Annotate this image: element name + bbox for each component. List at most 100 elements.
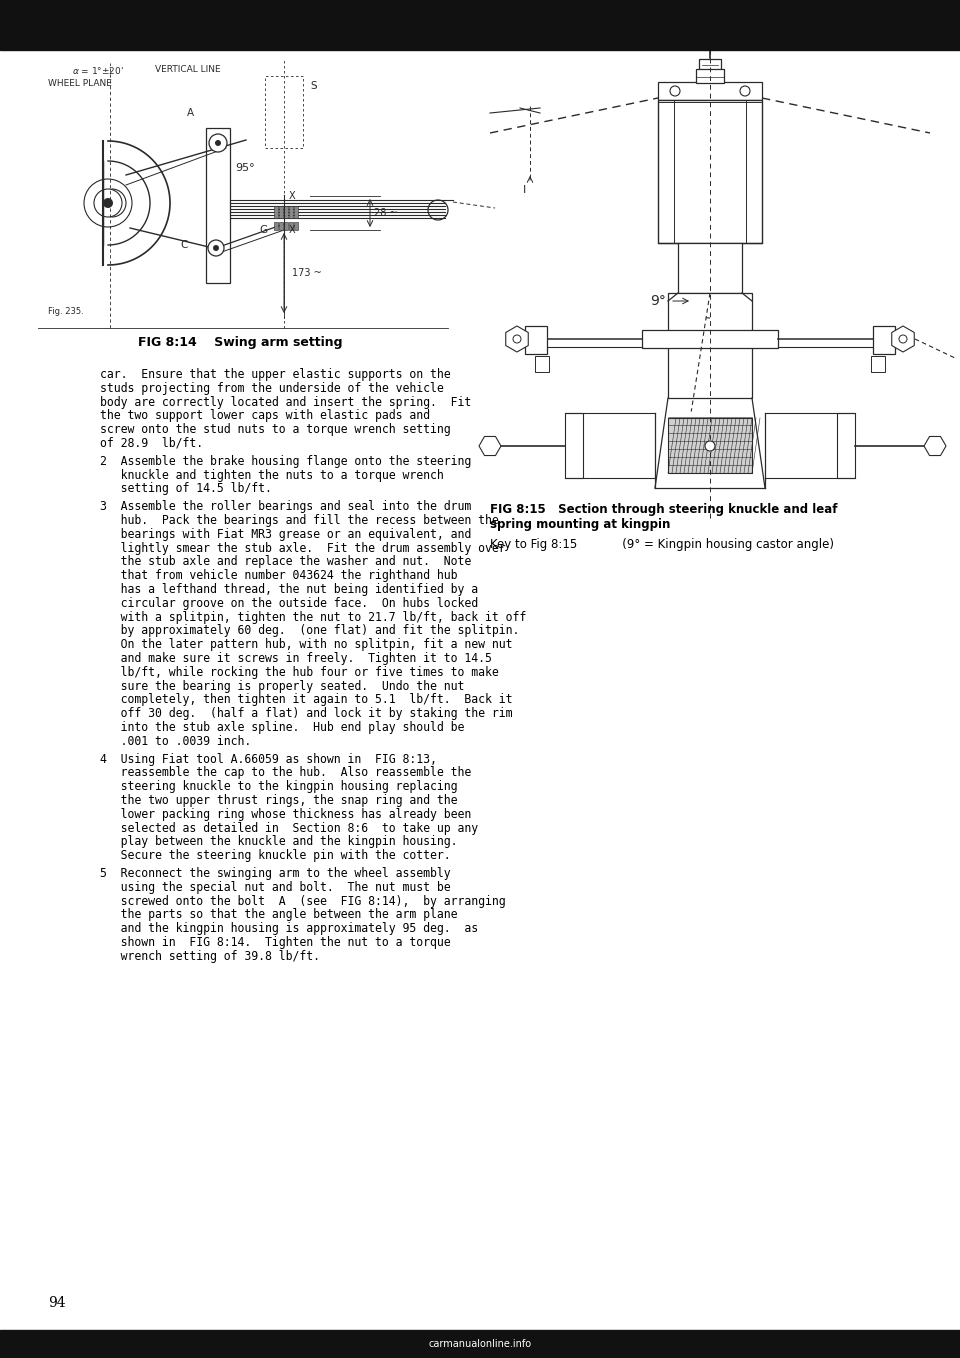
- Text: 4  Using Fiat tool A.66059 as shown in  FIG 8:13,: 4 Using Fiat tool A.66059 as shown in FI…: [100, 752, 437, 766]
- Text: bearings with Fiat MR3 grease or an equivalent, and: bearings with Fiat MR3 grease or an equi…: [100, 528, 471, 540]
- Text: screwed onto the bolt  A  (see  FIG 8:14),  by arranging: screwed onto the bolt A (see FIG 8:14), …: [100, 895, 506, 907]
- Text: X: X: [289, 191, 296, 201]
- Text: lightly smear the stub axle.  Fit the drum assembly over: lightly smear the stub axle. Fit the dru…: [100, 542, 506, 554]
- Bar: [294, 221, 298, 230]
- Bar: [668, 418, 752, 473]
- Text: VERTICAL LINE: VERTICAL LINE: [155, 65, 221, 75]
- Bar: [274, 221, 278, 230]
- Text: 94: 94: [48, 1296, 65, 1310]
- Text: of 28.9  lb/ft.: of 28.9 lb/ft.: [100, 437, 204, 449]
- Circle shape: [899, 335, 907, 344]
- Text: lower packing ring whose thickness has already been: lower packing ring whose thickness has a…: [100, 808, 471, 820]
- Text: sure the bearing is properly seated.  Undo the nut: sure the bearing is properly seated. Und…: [100, 679, 465, 693]
- Text: body are correctly located and insert the spring.  Fit: body are correctly located and insert th…: [100, 395, 471, 409]
- Text: spring mounting at kingpin: spring mounting at kingpin: [490, 517, 670, 531]
- Polygon shape: [479, 436, 501, 455]
- Bar: [289, 221, 293, 230]
- Bar: [642, 330, 778, 348]
- Text: X: X: [289, 225, 296, 235]
- Circle shape: [507, 329, 527, 349]
- Text: Fig. 235.: Fig. 235.: [48, 307, 84, 316]
- Circle shape: [705, 441, 715, 451]
- Polygon shape: [924, 436, 946, 455]
- Bar: [535, 356, 549, 372]
- Bar: [871, 356, 885, 372]
- Text: that from vehicle number 043624 the righthand hub: that from vehicle number 043624 the righ…: [100, 569, 458, 583]
- Bar: [274, 206, 278, 219]
- Text: studs projecting from the underside of the vehicle: studs projecting from the underside of t…: [100, 382, 444, 395]
- Text: and make sure it screws in freely.  Tighten it to 14.5: and make sure it screws in freely. Tight…: [100, 652, 492, 665]
- Circle shape: [740, 86, 750, 96]
- Text: S: S: [310, 81, 317, 91]
- Bar: [658, 81, 762, 100]
- Bar: [265, 76, 303, 148]
- Text: 173 ~: 173 ~: [292, 268, 322, 278]
- Text: and the kingpin housing is approximately 95 deg.  as: and the kingpin housing is approximately…: [100, 922, 478, 936]
- Bar: [289, 206, 293, 219]
- Text: by approximately 60 deg.  (one flat) and fit the splitpin.: by approximately 60 deg. (one flat) and …: [100, 625, 519, 637]
- Text: steering knuckle to the kingpin housing replacing: steering knuckle to the kingpin housing …: [100, 781, 458, 793]
- Bar: [873, 326, 895, 354]
- Circle shape: [893, 329, 913, 349]
- Circle shape: [927, 439, 943, 454]
- Bar: [0, 0, 960, 50]
- Circle shape: [209, 134, 227, 152]
- Text: circular groove on the outside face.  On hubs locked: circular groove on the outside face. On …: [100, 596, 478, 610]
- Text: completely, then tighten it again to 5.1  lb/ft.  Back it: completely, then tighten it again to 5.1…: [100, 694, 513, 706]
- Text: selected as detailed in  Section 8:6  to take up any: selected as detailed in Section 8:6 to t…: [100, 822, 478, 835]
- Text: setting of 14.5 lb/ft.: setting of 14.5 lb/ft.: [100, 482, 272, 496]
- Text: off 30 deg.  (half a flat) and lock it by staking the rim: off 30 deg. (half a flat) and lock it by…: [100, 708, 513, 720]
- Text: $\alpha$ = 1$\degree$±20': $\alpha$ = 1$\degree$±20': [72, 64, 124, 76]
- Text: shown in  FIG 8:14.  Tighten the nut to a torque: shown in FIG 8:14. Tighten the nut to a …: [100, 936, 450, 949]
- Text: 2  Assemble the brake housing flange onto the steering: 2 Assemble the brake housing flange onto…: [100, 455, 471, 467]
- Text: using the special nut and bolt.  The nut must be: using the special nut and bolt. The nut …: [100, 881, 450, 894]
- Text: C: C: [180, 240, 188, 250]
- Bar: [668, 293, 752, 398]
- Bar: [565, 413, 583, 478]
- Text: carmanualonline.info: carmanualonline.info: [428, 1339, 532, 1348]
- Text: into the stub axle spline.  Hub end play should be: into the stub axle spline. Hub end play …: [100, 721, 465, 735]
- Bar: [699, 58, 721, 71]
- Circle shape: [213, 244, 219, 251]
- Bar: [837, 413, 855, 478]
- Text: On the later pattern hub, with no splitpin, fit a new nut: On the later pattern hub, with no splitp…: [100, 638, 513, 652]
- Text: knuckle and tighten the nuts to a torque wrench: knuckle and tighten the nuts to a torque…: [100, 469, 444, 482]
- Text: car.  Ensure that the upper elastic supports on the: car. Ensure that the upper elastic suppo…: [100, 368, 450, 382]
- Circle shape: [670, 86, 680, 96]
- Bar: [284, 206, 288, 219]
- Text: screw onto the stud nuts to a torque wrench setting: screw onto the stud nuts to a torque wre…: [100, 424, 450, 436]
- Text: WHEEL PLANE: WHEEL PLANE: [48, 79, 112, 87]
- Polygon shape: [506, 326, 528, 352]
- Bar: [279, 221, 283, 230]
- Text: 3  Assemble the roller bearings and seal into the drum: 3 Assemble the roller bearings and seal …: [100, 500, 471, 513]
- Text: reassemble the cap to the hub.  Also reassemble the: reassemble the cap to the hub. Also reas…: [100, 766, 471, 779]
- Bar: [206, 128, 230, 282]
- Text: with a splitpin, tighten the nut to 21.7 lb/ft, back it off: with a splitpin, tighten the nut to 21.7…: [100, 611, 526, 623]
- Circle shape: [482, 439, 498, 454]
- Text: FIG 8:14    Swing arm setting: FIG 8:14 Swing arm setting: [137, 335, 343, 349]
- Circle shape: [215, 140, 221, 147]
- Circle shape: [208, 240, 224, 257]
- Text: Key to Fig 8:15            (9° = Kingpin housing castor angle): Key to Fig 8:15 (9° = Kingpin housing ca…: [490, 538, 834, 551]
- Circle shape: [103, 198, 113, 208]
- Bar: [696, 69, 724, 83]
- Circle shape: [513, 335, 521, 344]
- Text: I: I: [522, 185, 526, 196]
- Text: 5  Reconnect the swinging arm to the wheel assembly: 5 Reconnect the swinging arm to the whee…: [100, 866, 450, 880]
- Bar: [284, 221, 288, 230]
- Bar: [294, 206, 298, 219]
- Bar: [658, 100, 762, 243]
- Bar: [279, 206, 283, 219]
- Bar: [525, 326, 547, 354]
- Bar: [678, 243, 742, 293]
- Text: 9°: 9°: [650, 293, 666, 308]
- Text: the parts so that the angle between the arm plane: the parts so that the angle between the …: [100, 909, 458, 921]
- Text: wrench setting of 39.8 lb/ft.: wrench setting of 39.8 lb/ft.: [100, 949, 320, 963]
- Text: .001 to .0039 inch.: .001 to .0039 inch.: [100, 735, 252, 748]
- Text: 28 ~: 28 ~: [374, 208, 397, 219]
- Text: Secure the steering knuckle pin with the cotter.: Secure the steering knuckle pin with the…: [100, 849, 450, 862]
- Text: 95°: 95°: [235, 163, 254, 172]
- Text: hub.  Pack the bearings and fill the recess between the: hub. Pack the bearings and fill the rece…: [100, 513, 499, 527]
- Bar: [0, 1329, 960, 1358]
- Text: lb/ft, while rocking the hub four or five times to make: lb/ft, while rocking the hub four or fiv…: [100, 665, 499, 679]
